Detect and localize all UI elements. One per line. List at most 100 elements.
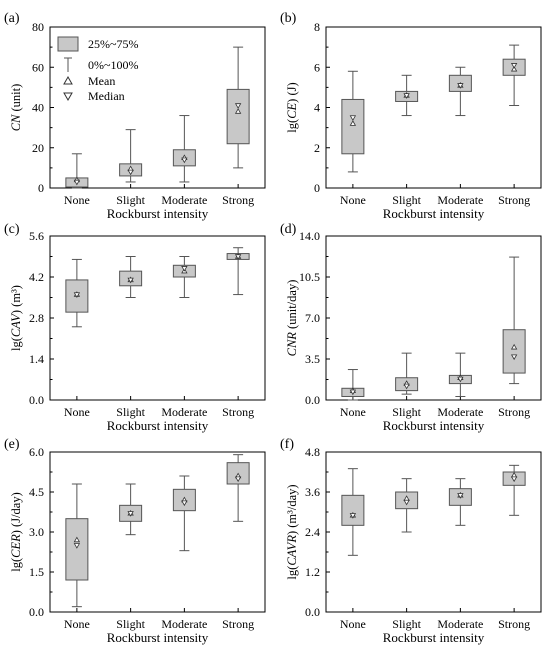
median-marker [73,292,81,298]
y-axis-label-variable: CAVR [285,535,299,566]
median-marker [73,179,81,186]
mean-marker [510,343,518,350]
x-tick-label: Slight [116,617,145,631]
x-tick-label: Moderate [437,405,483,419]
x-tick-label: Strong [222,617,254,631]
x-tick-label: None [340,405,366,419]
legend-median-swatch [63,92,73,102]
median-marker [234,103,242,109]
y-axis-label-variable: CE [285,102,299,118]
y-axis-label-unit: ) (J) [285,82,299,102]
x-tick-label: None [64,617,90,631]
y-axis-label-prefix: lg( [285,566,299,580]
iqr-box [226,88,250,145]
y-tick-label: 6 [314,60,320,74]
x-axis-label: Rockburst intensity [383,630,485,645]
y-tick-label: 7.0 [305,311,320,325]
median-marker [181,266,188,272]
box-strong [226,454,250,522]
box-none [65,258,89,328]
y-axis-label: lg(CAVR) (m³/day) [285,484,299,579]
median-marker [127,169,134,176]
y-tick-label: 60 [32,60,44,74]
x-tick-label: None [340,617,366,631]
box-moderate [448,478,472,526]
box-none [65,483,89,608]
iqr-box [502,329,526,374]
x-tick-label: Strong [222,405,254,419]
y-axis-label-unit: (unit/day) [285,280,299,332]
y-tick-label: 80 [32,20,44,34]
median-marker [510,354,518,361]
box-strong [502,464,526,516]
y-tick-label: 2.4 [305,525,320,539]
y-tick-label: 3.6 [305,485,320,499]
panel-a: (a) 0 20 40 60 80 CN (unit) None Slight Moderate S… [4,11,266,221]
panel-label: (c) [4,222,20,237]
iqr-box [341,494,365,526]
median-marker [457,83,464,89]
legend-box-label: 25%~75% [88,37,138,51]
box-strong [502,44,526,106]
panel-label: (d) [280,222,297,237]
x-tick-label: None [64,405,90,419]
x-tick-label: None [340,193,366,207]
median-marker [181,500,188,507]
box-none [341,70,365,173]
y-tick-label: 0 [38,181,44,195]
x-tick-label: Slight [116,193,145,207]
y-axis-label-unit: ) (J/day) [9,492,23,534]
x-tick-label: None [64,193,90,207]
y-axis-label-unit: (unit) [9,84,23,115]
y-tick-label: 10.5 [299,270,320,284]
median-marker [234,476,242,483]
y-axis-label: lg(CER) (J/day) [9,492,23,572]
y-tick-label: 2.8 [29,311,44,325]
median-marker [403,499,410,506]
panel-c: (c) 0.0 1.4 2.8 4.2 5.6 lg(CAV) (m³) None Slight… [4,222,266,433]
legend-mean-swatch [63,75,73,85]
y-tick-label: 0.0 [305,605,320,619]
y-axis-label: CN (unit) [9,84,23,132]
box-strong [226,46,250,169]
box-moderate [172,115,196,183]
legend-box-swatch [57,36,79,52]
y-axis-label-variable: CNR [285,332,299,357]
y-axis-label-prefix: lg( [9,337,23,351]
x-tick-label: Moderate [437,193,483,207]
panel-label: (b) [280,11,297,26]
panel-d: (d) 0.0 3.5 7.0 10.5 14.0 CNR (unit/day) None Sl… [280,222,542,433]
y-axis-label-prefix: lg( [9,558,23,572]
median-marker [127,277,134,284]
y-tick-label: 1.2 [305,565,320,579]
x-tick-label: Strong [498,193,530,207]
legend-mean-label: Mean [88,74,115,88]
x-axis-label: Rockburst intensity [107,206,209,221]
y-tick-label: 5.6 [29,229,44,243]
x-tick-label: Strong [498,405,530,419]
y-axis-label: CNR (unit/day) [285,280,299,357]
x-tick-label: Slight [392,405,421,419]
x-tick-label: Slight [392,193,421,207]
box-moderate [448,352,472,397]
x-axis-label: Rockburst intensity [383,206,485,221]
x-tick-label: Slight [392,617,421,631]
box-moderate [448,66,472,117]
y-tick-label: 0.0 [305,393,320,407]
y-tick-label: 4.5 [29,485,44,499]
y-tick-label: 14.0 [299,229,320,243]
mean-marker [349,120,357,126]
y-tick-label: 4.8 [305,445,320,459]
box-slight [119,483,143,536]
plot-frame [325,235,542,401]
panel-e: (e) 0.0 1.5 3.0 4.5 6.0 lg(CER) (J/day) None Sli… [4,437,266,645]
y-axis-label-unit: ) (m³) [9,285,23,314]
x-axis-label: Rockburst intensity [383,418,485,433]
median-marker [510,476,518,483]
median-marker [73,543,81,549]
y-tick-label: 20 [32,141,44,155]
legend-whisker-label: 0%~100% [88,58,138,72]
y-axis-label-prefix: lg( [285,119,299,133]
box-none [341,468,365,556]
panel-label: (e) [4,437,20,452]
